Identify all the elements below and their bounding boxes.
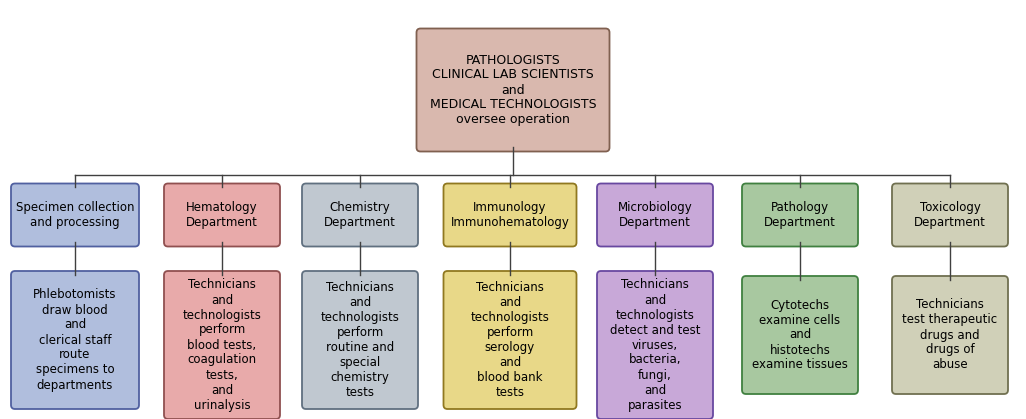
FancyBboxPatch shape bbox=[11, 271, 139, 409]
Text: Pathology
Department: Pathology Department bbox=[764, 201, 836, 229]
FancyBboxPatch shape bbox=[443, 184, 577, 246]
FancyBboxPatch shape bbox=[11, 184, 139, 246]
Text: Technicians
test therapeutic
drugs and
drugs of
abuse: Technicians test therapeutic drugs and d… bbox=[903, 298, 997, 372]
FancyBboxPatch shape bbox=[443, 271, 577, 409]
FancyBboxPatch shape bbox=[164, 184, 280, 246]
FancyBboxPatch shape bbox=[417, 28, 609, 152]
Text: Technicians
and
technologists
perform
serology
and
blood bank
tests: Technicians and technologists perform se… bbox=[471, 281, 550, 399]
FancyBboxPatch shape bbox=[892, 184, 1008, 246]
FancyBboxPatch shape bbox=[597, 184, 713, 246]
FancyBboxPatch shape bbox=[597, 271, 713, 419]
FancyBboxPatch shape bbox=[302, 184, 418, 246]
Text: Toxicology
Department: Toxicology Department bbox=[914, 201, 986, 229]
FancyBboxPatch shape bbox=[302, 271, 418, 409]
FancyBboxPatch shape bbox=[742, 184, 858, 246]
Text: Technicians
and
technologists
perform
routine and
special
chemistry
tests: Technicians and technologists perform ro… bbox=[320, 281, 399, 399]
FancyBboxPatch shape bbox=[742, 276, 858, 394]
FancyBboxPatch shape bbox=[164, 271, 280, 419]
Text: Technicians
and
technologists
perform
blood tests,
coagulation
tests,
and
urinal: Technicians and technologists perform bl… bbox=[183, 279, 262, 411]
Text: Chemistry
Department: Chemistry Department bbox=[324, 201, 396, 229]
Text: PATHOLOGISTS
CLINICAL LAB SCIENTISTS
and
MEDICAL TECHNOLOGISTS
oversee operation: PATHOLOGISTS CLINICAL LAB SCIENTISTS and… bbox=[430, 54, 596, 127]
Text: Microbiology
Department: Microbiology Department bbox=[618, 201, 693, 229]
Text: Hematology
Department: Hematology Department bbox=[186, 201, 258, 229]
Text: Phlebotomists
draw blood
and
clerical staff
route
specimens to
departments: Phlebotomists draw blood and clerical st… bbox=[33, 289, 117, 391]
Text: Cytotechs
examine cells
and
histotechs
examine tissues: Cytotechs examine cells and histotechs e… bbox=[752, 298, 847, 372]
Text: Specimen collection
and processing: Specimen collection and processing bbox=[15, 201, 134, 229]
Text: Immunology
Immunohematology: Immunology Immunohematology bbox=[450, 201, 569, 229]
FancyBboxPatch shape bbox=[892, 276, 1008, 394]
Text: Technicians
and
technologists
detect and test
viruses,
bacteria,
fungi,
and
para: Technicians and technologists detect and… bbox=[609, 279, 701, 411]
